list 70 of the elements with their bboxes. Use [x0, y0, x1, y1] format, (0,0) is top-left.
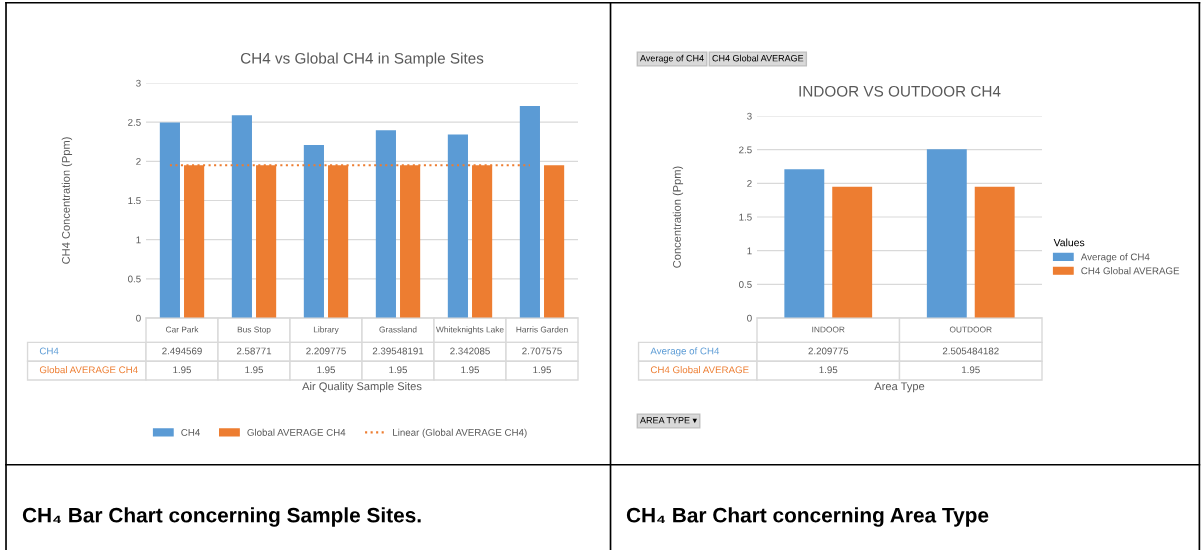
- x-tick-label: Harris Garden: [516, 326, 568, 333]
- data-label: 2.505484182: [942, 347, 999, 355]
- bar: [519, 105, 540, 318]
- y-tick-label: 2: [136, 158, 141, 165]
- x-tick-label: INDOOR: [812, 326, 845, 333]
- legend-label: CH4 Global AVERAGE: [1081, 267, 1180, 275]
- y-tick-label: 3: [136, 79, 141, 87]
- x-tick-label: OUTDOOR: [949, 326, 992, 333]
- x-tick-label: Whiteknights Lake: [435, 326, 504, 335]
- y-tick-label: 2.5: [128, 118, 141, 126]
- y-tick-label: 2: [747, 180, 752, 187]
- bar: [784, 169, 825, 318]
- bar: [544, 165, 565, 318]
- data-label: 2.494569: [162, 347, 202, 355]
- text: CH4: [39, 347, 59, 355]
- data-label: 1.95: [389, 366, 408, 374]
- legend-label: Linear (Global AVERAGE CH4): [393, 428, 527, 438]
- text: CH₄ Bar Chart concerning Sample Sites.: [22, 507, 421, 527]
- text: CH₄ Bar Chart concerning Area Type: [626, 507, 989, 527]
- text: Global AVERAGE CH4: [39, 366, 138, 374]
- x-axis-title: Area Type: [874, 382, 925, 393]
- bar: [926, 149, 967, 318]
- data-label: 2.209775: [306, 347, 346, 355]
- data-label: 1.95: [317, 366, 336, 374]
- bar: [375, 130, 396, 318]
- y-tick-label: 1.5: [739, 213, 752, 221]
- bar: [447, 134, 468, 318]
- data-label: 1.95: [245, 366, 264, 374]
- y-axis-title: CH4 Concentration (Ppm): [61, 137, 73, 264]
- legend-title: Values: [1053, 238, 1085, 247]
- x-axis-title: Air Quality Sample Sites: [302, 382, 422, 393]
- data-label: 1.95: [533, 366, 552, 374]
- x-tick-label: Car Park: [165, 326, 199, 333]
- chart-title: CH4 vs Global CH4 in Sample Sites: [240, 52, 484, 67]
- y-tick-label: 0: [747, 314, 752, 322]
- text: Average of CH4: [640, 54, 704, 64]
- x-tick-label: Library: [313, 326, 339, 335]
- text: Average of CH4: [650, 347, 720, 357]
- data-label: 1.95: [819, 366, 838, 374]
- y-tick-label: 0.5: [739, 281, 752, 288]
- bar: [303, 144, 324, 318]
- y-tick-label: 1.5: [128, 197, 141, 205]
- y-tick-label: 1: [136, 236, 141, 244]
- text: CH4 Global AVERAGE: [712, 54, 804, 62]
- legend-label: CH4: [181, 429, 200, 436]
- bar: [832, 186, 873, 318]
- data-label: 1.95: [173, 366, 192, 374]
- y-tick-label: 1: [747, 247, 752, 255]
- chart-title: INDOOR VS OUTDOOR CH4: [799, 85, 1001, 97]
- x-tick-label: Grassland: [379, 326, 417, 333]
- data-label: 2.209775: [808, 347, 849, 355]
- legend-label: Global AVERAGE CH4: [247, 428, 346, 436]
- y-tick-label: 3: [747, 112, 752, 120]
- y-tick-label: 0.5: [128, 275, 141, 283]
- data-label: 2.707575: [522, 347, 562, 355]
- data-label: 1.95: [962, 366, 980, 374]
- x-tick-label: Bus Stop: [237, 326, 271, 335]
- bar: [159, 122, 180, 318]
- y-tick-label: 0: [136, 314, 141, 322]
- text: CH4 Global AVERAGE: [650, 366, 749, 374]
- data-label: 2.39548191: [372, 347, 424, 355]
- y-axis-title: Concentration (Ppm): [672, 166, 684, 268]
- data-label: 2.58771: [236, 347, 272, 355]
- bar: [231, 115, 252, 318]
- legend-label: Average of CH4: [1080, 253, 1150, 263]
- data-label: 1.95: [461, 366, 480, 374]
- bar: [974, 186, 1015, 318]
- text: AREA TYPE ▾: [640, 417, 698, 424]
- data-label: 2.342085: [450, 347, 490, 355]
- y-tick-label: 2.5: [739, 146, 752, 154]
